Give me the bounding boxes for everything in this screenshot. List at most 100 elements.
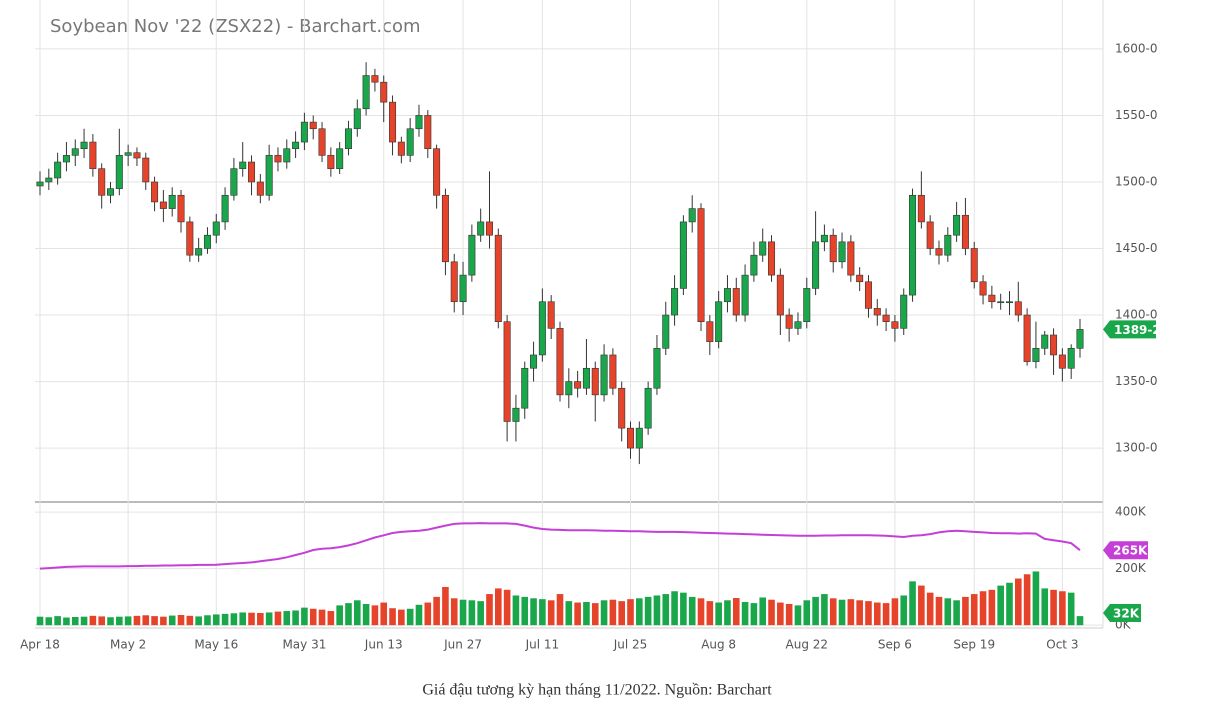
volume-bar xyxy=(715,602,722,626)
caption: Giá đậu tương kỳ hạn tháng 11/2022. Nguồ… xyxy=(422,682,772,699)
volume-bar xyxy=(962,596,969,626)
volume-bar xyxy=(336,605,343,626)
candle-body xyxy=(1005,301,1013,304)
volume-bar xyxy=(186,615,194,626)
volume-bar xyxy=(574,602,581,626)
volume-bar xyxy=(856,600,863,626)
candle-body xyxy=(186,221,194,256)
volume-bar xyxy=(274,611,282,626)
open-interest-line xyxy=(39,522,1081,570)
x-tick-label: Jul 11 xyxy=(525,638,560,652)
candle-body xyxy=(521,367,529,409)
candle-body xyxy=(671,288,679,316)
y-tick-label: 1550-0 xyxy=(1115,108,1158,122)
volume-bar xyxy=(997,585,1004,626)
candle-body xyxy=(283,148,291,163)
candle-body xyxy=(838,241,846,263)
volume-bar xyxy=(248,612,255,626)
volume-bar xyxy=(89,615,97,626)
candle-body xyxy=(759,241,767,256)
candle-body xyxy=(1067,348,1075,369)
x-tick-label: Aug 8 xyxy=(701,638,736,652)
volume-bar xyxy=(512,595,520,626)
candle-body xyxy=(503,321,511,422)
candle-body xyxy=(679,221,687,289)
candle-body xyxy=(397,141,405,156)
x-tick-label: May 2 xyxy=(110,638,146,652)
candle-body xyxy=(715,301,723,342)
volume-bar xyxy=(80,616,88,626)
candle-body xyxy=(239,161,247,169)
candle-body xyxy=(776,274,784,316)
candle-body xyxy=(635,427,643,449)
candle-body xyxy=(468,234,476,276)
volume-bar xyxy=(671,591,678,626)
volume-bar xyxy=(98,616,105,626)
volume-bar xyxy=(794,605,802,626)
chart-title: Soybean Nov '22 (ZSX22) - Barchart.com xyxy=(50,16,421,37)
volume-bar xyxy=(283,611,291,626)
candle-body xyxy=(988,294,996,303)
volume-bar xyxy=(882,603,890,626)
volume-bar xyxy=(759,597,767,626)
candle-body xyxy=(538,301,546,356)
candle-body xyxy=(732,288,740,316)
candle-body xyxy=(750,254,758,276)
candle-body xyxy=(168,194,176,209)
candle-body xyxy=(450,261,458,303)
volume-bar xyxy=(124,616,132,626)
volume-bar xyxy=(918,585,925,626)
candle-body xyxy=(424,115,432,150)
volume-bar xyxy=(970,594,978,626)
x-tick-label: Sep 6 xyxy=(878,638,912,652)
y-tick-label: 1500-0 xyxy=(1115,174,1158,188)
candle-body xyxy=(309,121,317,130)
candle-body xyxy=(107,188,115,196)
x-tick-label: Sep 19 xyxy=(953,638,995,652)
candle-body xyxy=(265,155,273,196)
y-tick-label: 1600-0 xyxy=(1115,41,1158,55)
volume-bar xyxy=(935,596,943,626)
candle-body xyxy=(582,367,590,389)
price-badge xyxy=(1103,320,1156,339)
candle-body xyxy=(327,155,335,169)
volume-bar xyxy=(459,599,467,626)
volume-bar xyxy=(212,614,220,626)
x-tick-label: Jun 27 xyxy=(443,638,482,652)
volume-bar xyxy=(909,581,916,626)
candle-body xyxy=(909,194,917,296)
candle-body xyxy=(812,241,820,289)
volume-bar xyxy=(803,600,811,626)
candle-body xyxy=(847,241,855,276)
volume-bar xyxy=(750,603,758,626)
volume-bar xyxy=(63,617,70,626)
candle-body xyxy=(380,81,388,103)
volume-bar xyxy=(609,599,617,626)
volume-bar xyxy=(477,601,484,626)
candle-body xyxy=(547,301,555,329)
candle-body xyxy=(45,177,53,183)
candle-body xyxy=(574,381,582,389)
candle-body xyxy=(203,234,211,249)
volume-bar xyxy=(662,594,670,626)
volume-bar xyxy=(318,609,326,626)
candle-body xyxy=(336,148,344,169)
volume-bar xyxy=(565,601,573,626)
volume-bar xyxy=(530,598,537,626)
volume-bar xyxy=(627,599,634,626)
volume-bar xyxy=(1015,578,1022,626)
candle-body xyxy=(627,427,635,449)
volume-bar xyxy=(468,600,476,626)
volume-bar xyxy=(168,615,176,626)
volume-bar xyxy=(415,604,423,626)
candle-body xyxy=(803,288,811,322)
volume-bar xyxy=(618,601,625,626)
candle-body xyxy=(1050,334,1058,356)
volume-bar xyxy=(142,615,150,626)
y-tick-label: 400K xyxy=(1115,505,1147,519)
candle-body xyxy=(926,221,934,249)
candle-body xyxy=(1032,348,1040,362)
candle-body xyxy=(512,407,520,422)
candle-body xyxy=(344,128,352,150)
